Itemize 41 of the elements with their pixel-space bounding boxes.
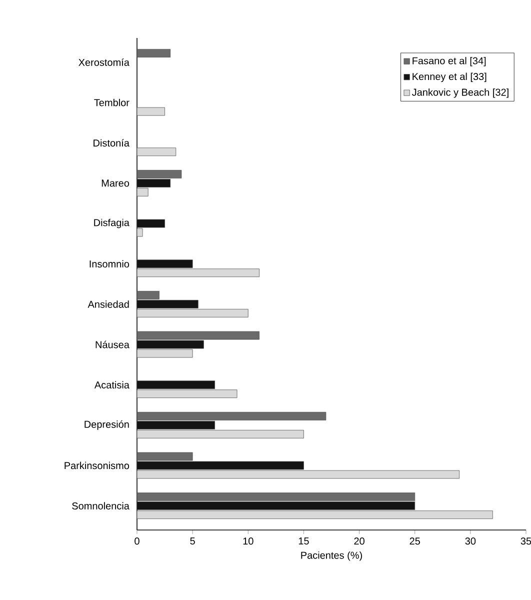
y-tick-label: Náusea: [96, 340, 130, 348]
x-tick-label: 30: [465, 538, 476, 545]
bar: [137, 268, 260, 278]
bar: [137, 420, 215, 430]
x-tick-label: 10: [243, 538, 254, 545]
legend-label: Fasano et al [34]: [412, 56, 486, 66]
y-tick-label: Somnolencia: [72, 502, 130, 510]
bar: [137, 380, 215, 390]
x-tick-label: 5: [190, 538, 195, 545]
bar: [137, 308, 248, 318]
bar: [137, 290, 160, 300]
x-tick-label: 20: [354, 538, 364, 545]
y-tick-label: Temblor: [94, 98, 130, 106]
bar: [137, 430, 304, 438]
bar: [137, 300, 198, 308]
bar: [137, 390, 238, 398]
bar: [137, 170, 182, 178]
y-tick-label: Disfagia: [94, 218, 130, 228]
y-tick-label: Parkinsonismo: [64, 462, 130, 470]
bar: [137, 510, 493, 520]
bar: [137, 48, 171, 58]
bar: [137, 492, 416, 501]
x-tick-label: 35: [520, 538, 531, 545]
bar: [137, 178, 171, 188]
legend-label: Kenney et al [33]: [412, 72, 486, 82]
x-tick-label: 0: [134, 538, 140, 545]
bar: [137, 412, 326, 420]
y-tick-label: Distonía: [94, 139, 130, 147]
y-tick-label: Mareo: [102, 180, 130, 187]
y-tick-label: Acatisia: [94, 381, 130, 388]
bar: [137, 260, 193, 268]
legend-label: Jankovic y Beach [32]: [412, 88, 508, 98]
y-tick-label: Depresión: [84, 420, 129, 430]
x-tick-label: 15: [298, 538, 309, 545]
x-tick-label: 25: [410, 538, 420, 545]
y-tick-label: Ansiedad: [88, 300, 129, 308]
bar: [137, 502, 416, 510]
x-axis-title: Pacientes (%): [301, 551, 362, 561]
y-tick-label: Xerostomía: [78, 58, 130, 66]
y-tick-label: Insomnio: [90, 260, 130, 268]
bar: [137, 148, 176, 156]
